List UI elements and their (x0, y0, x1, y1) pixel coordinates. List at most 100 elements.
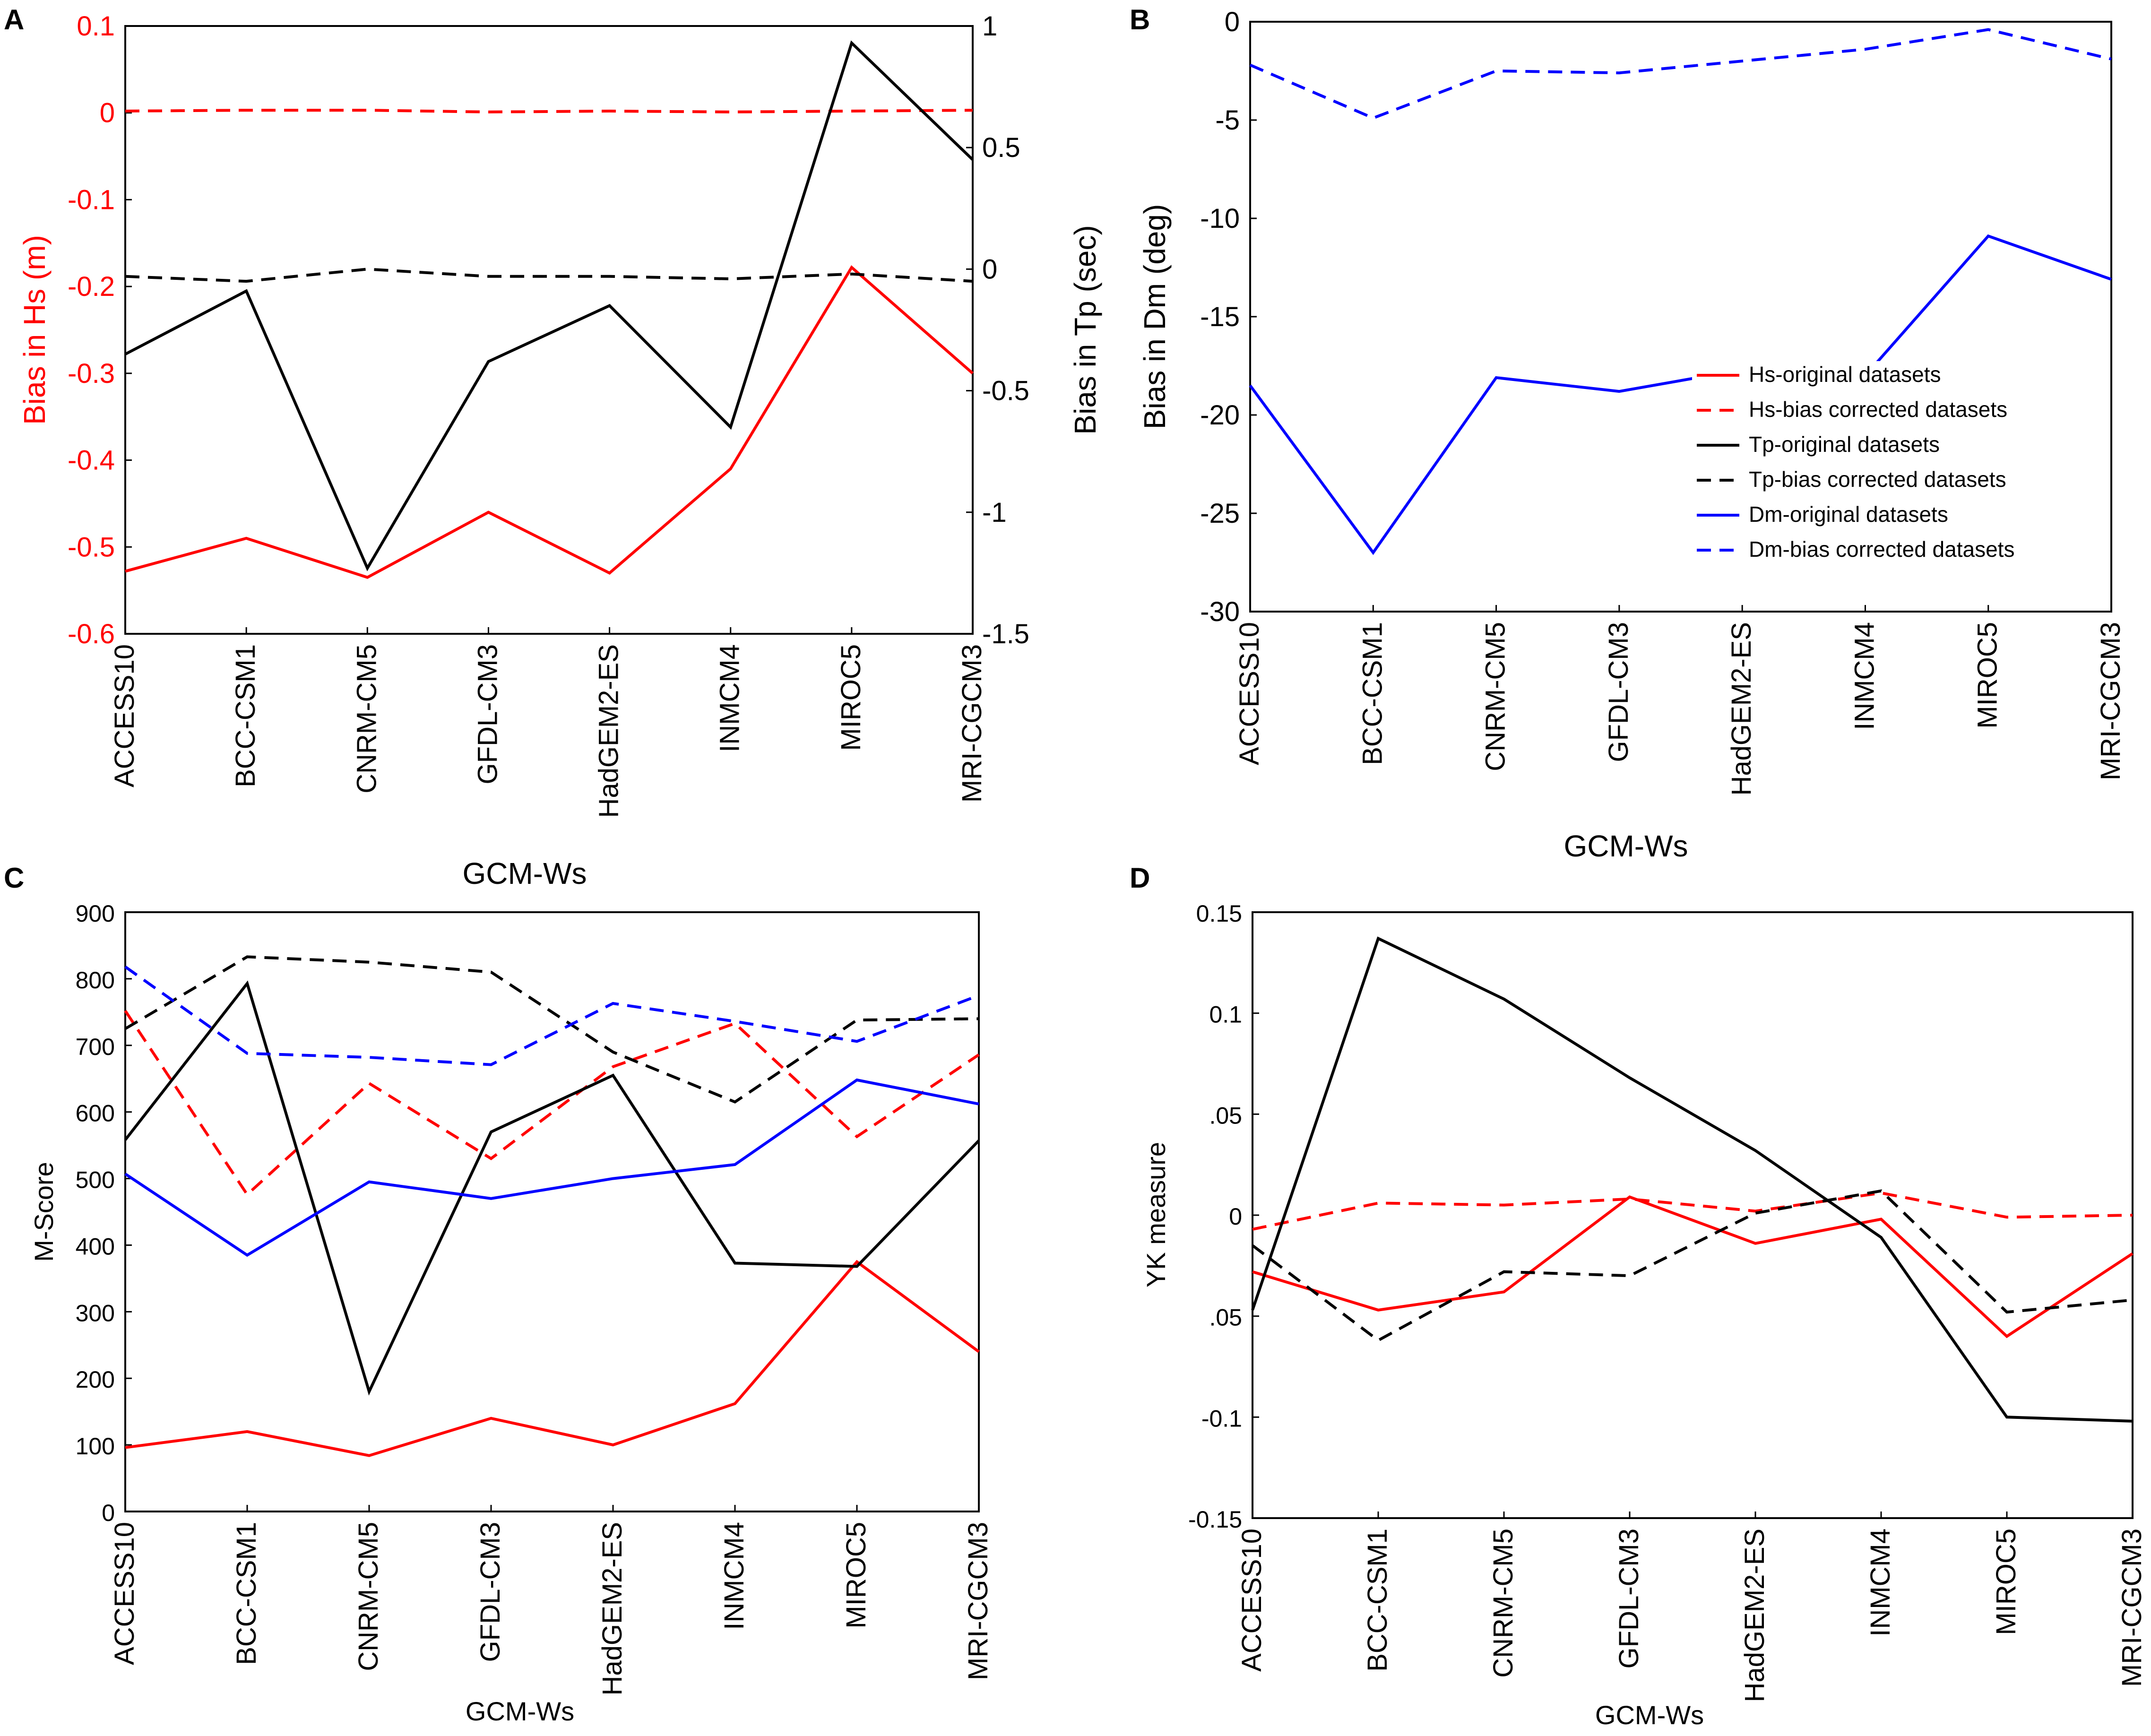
series-line-hs-bias-corrected-datasets (125, 109, 973, 113)
y-tick-label: 300 (76, 1300, 115, 1326)
series-line-hs-original-datasets (125, 265, 974, 579)
x-tick-label: MIROC5 (1991, 1529, 2021, 1635)
y-axis-ticks: 0.15 0.1 .05 0 .05 -0.1 -0.15 (1188, 900, 1259, 1533)
y-tick-label: 500 (76, 1167, 115, 1193)
y-tick-label: 1 (982, 11, 997, 42)
y-axis-label-left: Bias in Hs (m) (17, 235, 52, 425)
series-line-hs-original-datasets (1252, 1195, 2134, 1339)
y-tick-label: .05 (1209, 1102, 1242, 1129)
legend-label: Dm-bias corrected datasets (1749, 537, 2014, 561)
left-y-axis-ticks: 0.1 0 -0.1 -0.2 -0.3 -0.4 -0.5 -0.6 (68, 11, 132, 649)
x-tick-label: ACCESS10 (1236, 1529, 1267, 1672)
y-tick-label: -0.2 (68, 271, 115, 302)
y-tick-label: -1 (982, 497, 1007, 528)
x-tick-label: INMCM4 (1849, 622, 1880, 730)
x-tick-label: GFDL-CM3 (1603, 622, 1634, 762)
y-tick-label: 600 (76, 1100, 115, 1127)
plot-frame-a (124, 25, 974, 635)
x-tick-label: HadGEM2-ES (594, 644, 624, 818)
x-tick-label: BCC-CSM1 (1362, 1529, 1393, 1672)
y-tick-label: 0 (100, 98, 115, 129)
y-tick-label: -0.1 (68, 184, 115, 215)
x-tick-label: ACCESS10 (109, 644, 140, 787)
series-group-c (124, 955, 980, 1457)
x-tick-label: MRI-CGCM3 (2095, 622, 2126, 780)
series-line-hs-original-datasets (125, 1260, 980, 1457)
series-line-dm-original-datasets (124, 1078, 979, 1257)
y-tick-label: -0.4 (68, 445, 115, 476)
y-tick-label: .05 (1209, 1304, 1242, 1331)
series-line-dm-bias-corrected-datasets (1249, 28, 2112, 120)
y-tick-label: -0.5 (68, 532, 115, 562)
y-axis-label: M-Score (29, 1162, 59, 1262)
y-tick-label: -0.5 (982, 376, 1029, 406)
legend-label: Tp-bias corrected datasets (1749, 467, 2006, 492)
y-tick-label: 0.1 (77, 11, 115, 42)
x-tick-label: INMCM4 (719, 1522, 750, 1630)
panel-c: C 900 800 700 600 500 400 300 200 100 0 ACCESS10 B… (4, 862, 993, 1726)
y-tick-label: -30 (1200, 596, 1240, 627)
x-tick-label: CNRM-CM5 (351, 644, 382, 794)
panel-b: B 0 -5 -10 -15 -20 -25 -30 ACCESS10 BCC-CSM1 CNR… (1130, 4, 2126, 863)
y-tick-label: 0.1 (1209, 1002, 1242, 1028)
x-axis-label: GCM-Ws (1595, 1700, 1704, 1730)
y-tick-label: -0.1 (1201, 1405, 1242, 1432)
x-tick-label: MRI-CGCM3 (963, 1522, 993, 1680)
x-tick-label: MIROC5 (841, 1522, 872, 1629)
panel-a: A 0.1 0 -0.1 -0.2 -0.3 -0.4 -0.5 -0.6 1 0.5 0 -0.5… (4, 4, 1102, 890)
y-axis-label: YK measure (1141, 1142, 1171, 1287)
series-line-dm-bias-corrected-datasets (124, 966, 980, 1066)
right-y-axis-ticks: 1 0.5 0 -0.5 -1 -1.5 (966, 11, 1029, 649)
y-tick-label: 400 (76, 1233, 115, 1260)
x-tick-label: HadGEM2-ES (597, 1522, 628, 1695)
x-tick-label: MRI-CGCM3 (2116, 1529, 2147, 1687)
x-tick-label: HadGEM2-ES (1726, 622, 1757, 795)
panel-letter-c: C (4, 862, 24, 894)
legend-background (1692, 361, 2108, 579)
y-tick-label: 0.5 (982, 132, 1020, 163)
x-axis-label: GCM-Ws (462, 856, 587, 890)
y-tick-label: 0 (982, 254, 997, 285)
x-tick-label: MIROC5 (1972, 622, 2003, 729)
y-tick-label: 0 (102, 1500, 115, 1526)
y-tick-label: -0.15 (1188, 1506, 1242, 1533)
series-line-tp-bias-corrected-datasets (1252, 1189, 2133, 1342)
y-axis-ticks: 900 800 700 600 500 400 300 200 100 0 (76, 900, 132, 1526)
x-tick-label: MRI-CGCM3 (957, 644, 987, 803)
series-group-b (1249, 28, 2112, 555)
y-tick-label: -10 (1200, 203, 1240, 234)
series-line-tp-bias-corrected-datasets (124, 955, 979, 1104)
series-line-tp-original-datasets (124, 40, 974, 571)
y-tick-label: 100 (76, 1433, 115, 1460)
series-line-tp-original-datasets (1251, 936, 2133, 1423)
y-tick-label: 0 (1225, 7, 1240, 37)
y-tick-label: -20 (1200, 400, 1240, 431)
y-tick-label: -15 (1200, 302, 1240, 332)
x-tick-label: INMCM4 (715, 644, 745, 752)
x-axis-ticks: ACCESS10 BCC-CSM1 CNRM-CM5 GFDL-CM3 HadGEM2-… (109, 1505, 993, 1695)
x-tick-label: HadGEM2-ES (1739, 1529, 1770, 1702)
legend-label: Dm-original datasets (1749, 502, 1948, 527)
series-group-a (124, 40, 974, 579)
x-tick-label: CNRM-CM5 (1480, 622, 1511, 771)
y-axis-label-right: Bias in Tp (sec) (1068, 225, 1102, 434)
x-tick-label: BCC-CSM1 (230, 644, 261, 787)
y-tick-label: -25 (1200, 498, 1240, 529)
x-tick-label: ACCESS10 (1234, 622, 1265, 765)
series-line-dm-original-datasets (1249, 234, 2112, 555)
y-axis-label: Bias in Dm (deg) (1138, 204, 1172, 430)
x-tick-label: GFDL-CM3 (1614, 1529, 1644, 1668)
series-line-tp-original-datasets (124, 980, 980, 1396)
panel-letter-d: D (1130, 862, 1150, 894)
plot-frame-c (124, 911, 980, 1512)
x-axis-ticks: ACCESS10 BCC-CSM1 CNRM-CM5 GFDL-CM3 HadGEM2-… (109, 627, 987, 818)
y-tick-label: 0.15 (1196, 900, 1242, 927)
x-tick-label: BCC-CSM1 (1357, 622, 1388, 765)
x-tick-label: CNRM-CM5 (353, 1522, 384, 1671)
series-line-hs-bias-corrected-datasets (1252, 1191, 2133, 1231)
panel-d: D 0.15 0.1 .05 0 .05 -0.1 -0.15 ACCESS10 BCC-CS… (1130, 862, 2147, 1730)
x-axis-label: GCM-Ws (1564, 829, 1688, 863)
series-group-d (1251, 936, 2134, 1423)
legend-label: Hs-original datasets (1749, 362, 1941, 387)
